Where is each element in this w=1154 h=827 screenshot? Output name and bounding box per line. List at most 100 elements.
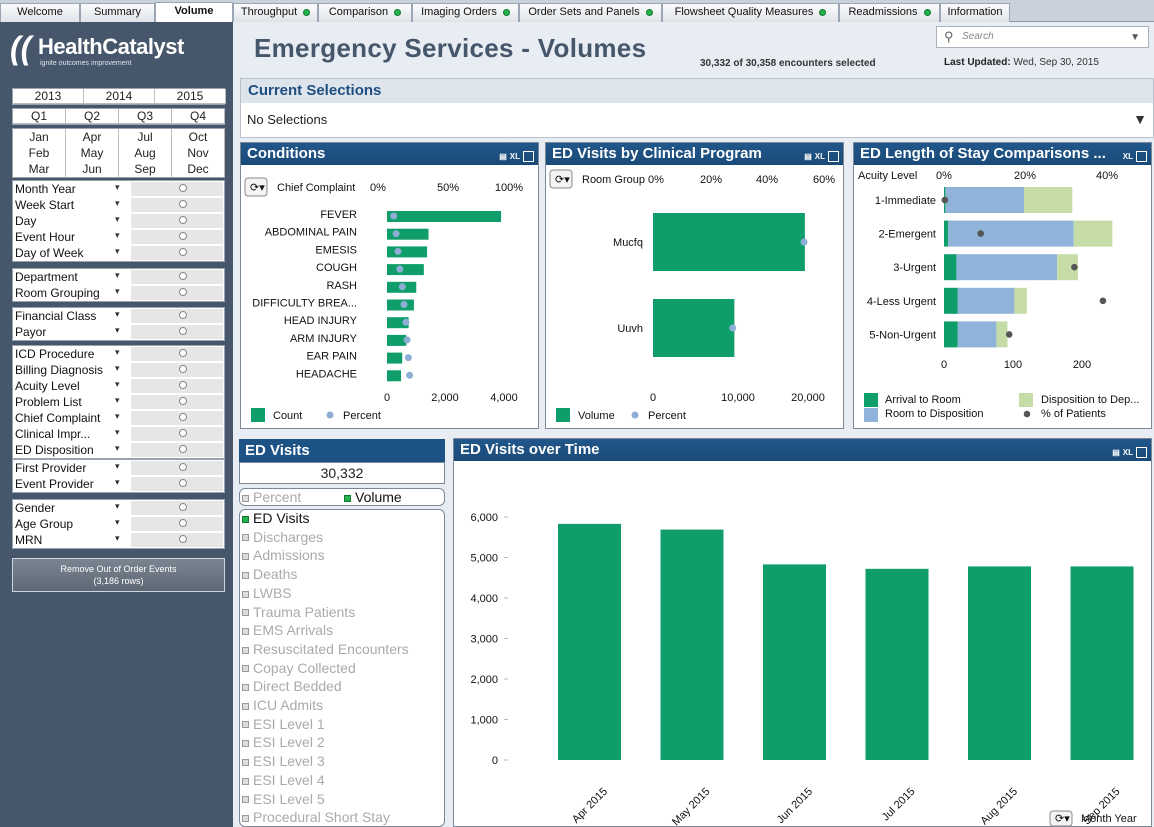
percent-point[interactable]: [394, 247, 402, 255]
quarter-q3[interactable]: Q3: [119, 109, 172, 124]
chevron-down-icon[interactable]: ▾: [115, 246, 120, 256]
visit-bar[interactable]: [763, 564, 826, 760]
tab-welcome[interactable]: Welcome: [0, 3, 80, 22]
count-bar[interactable]: [387, 246, 428, 258]
count-bar[interactable]: [387, 264, 424, 276]
volume-bar[interactable]: [653, 299, 735, 357]
measure-deaths[interactable]: Deaths: [242, 566, 297, 582]
tab-order-sets-and-panels[interactable]: Order Sets and Panels: [519, 3, 662, 22]
room-to-disposition-segment[interactable]: [945, 187, 1025, 213]
chevron-down-icon[interactable]: ▾: [115, 411, 120, 421]
listbox-field[interactable]: [131, 501, 223, 515]
percent-point[interactable]: [392, 230, 400, 238]
radio-icon[interactable]: [179, 479, 187, 487]
month-oct[interactable]: Oct: [172, 129, 225, 145]
radio-icon[interactable]: [179, 272, 187, 280]
chevron-down-icon[interactable]: ▾: [115, 309, 120, 319]
radio-icon[interactable]: [179, 397, 187, 405]
chevron-down-icon[interactable]: ▾: [115, 230, 120, 240]
listbox-icd-procedure[interactable]: ICD Procedure ▾: [13, 346, 224, 362]
percent-point[interactable]: [400, 301, 408, 308]
toggle-percent[interactable]: Percent: [242, 489, 301, 505]
tab-flowsheet-quality-measures[interactable]: Flowsheet Quality Measures: [662, 3, 839, 22]
disposition-to-departure-segment[interactable]: [1057, 254, 1078, 281]
pct-patients-point[interactable]: [977, 230, 984, 237]
listbox-field[interactable]: [131, 214, 223, 228]
listbox-gender[interactable]: Gender ▾: [13, 500, 224, 516]
panel-icons[interactable]: ▤ XL: [496, 146, 534, 168]
measure-esi-level-1[interactable]: ESI Level 1: [242, 716, 325, 732]
measure-resuscitated-encounters[interactable]: Resuscitated Encounters: [242, 641, 409, 657]
chevron-down-icon[interactable]: ▾: [115, 533, 120, 543]
listbox-field[interactable]: [131, 411, 223, 425]
tab-information[interactable]: Information: [940, 3, 1010, 22]
year-2013[interactable]: 2013: [13, 89, 84, 104]
measure-copay-collected[interactable]: Copay Collected: [242, 660, 356, 676]
chevron-down-icon[interactable]: ▾: [115, 363, 120, 373]
measure-procedural-short-stay[interactable]: Procedural Short Stay: [242, 809, 390, 825]
quarter-q4[interactable]: Q4: [172, 109, 225, 124]
radio-icon[interactable]: [179, 413, 187, 421]
listbox-field[interactable]: [131, 230, 223, 244]
percent-point[interactable]: [800, 238, 808, 246]
percent-point[interactable]: [729, 324, 737, 332]
disposition-to-departure-segment[interactable]: [1024, 187, 1073, 213]
count-bar[interactable]: [387, 370, 402, 382]
listbox-problem-list[interactable]: Problem List ▾: [13, 394, 224, 410]
percent-point[interactable]: [406, 371, 414, 379]
measure-esi-level-5[interactable]: ESI Level 5: [242, 791, 325, 807]
filter-icon[interactable]: ▼: [1133, 111, 1147, 127]
quarter-q2[interactable]: Q2: [66, 109, 119, 124]
listbox-ed-disposition[interactable]: ED Disposition ▾: [13, 442, 224, 458]
measure-admissions[interactable]: Admissions: [242, 547, 325, 563]
radio-icon[interactable]: [179, 311, 187, 319]
radio-icon[interactable]: [179, 535, 187, 543]
listbox-field[interactable]: [131, 347, 223, 361]
visit-bar[interactable]: [968, 566, 1031, 760]
tab-readmissions[interactable]: Readmissions: [839, 3, 940, 22]
month-may[interactable]: May: [66, 145, 119, 161]
measure-ems-arrivals[interactable]: EMS Arrivals: [242, 622, 333, 638]
listbox-field[interactable]: [131, 182, 223, 196]
listbox-age-group[interactable]: Age Group ▾: [13, 516, 224, 532]
arrival-segment[interactable]: [944, 321, 958, 348]
chevron-down-icon[interactable]: ▾: [115, 443, 120, 453]
year-2014[interactable]: 2014: [84, 89, 155, 104]
listbox-day-of-week[interactable]: Day of Week ▾: [13, 245, 224, 261]
panel-icons[interactable]: ▤ XL: [801, 146, 839, 168]
listbox-field[interactable]: [131, 461, 223, 475]
percent-point[interactable]: [396, 265, 404, 273]
chevron-down-icon[interactable]: ▼: [1130, 32, 1140, 43]
chart-menu-icon[interactable]: [244, 177, 268, 197]
listbox-event-hour[interactable]: Event Hour ▾: [13, 229, 224, 245]
remove-out-of-order-button[interactable]: Remove Out of Order Events (3,186 rows): [12, 558, 225, 592]
radio-icon[interactable]: [179, 349, 187, 357]
disposition-to-departure-segment[interactable]: [1014, 287, 1027, 314]
listbox-field[interactable]: [131, 443, 223, 457]
chart-menu-icon[interactable]: [549, 169, 573, 189]
percent-point[interactable]: [402, 318, 410, 326]
chevron-down-icon[interactable]: ▾: [115, 182, 120, 192]
disposition-to-departure-segment[interactable]: [996, 321, 1008, 348]
quarter-q1[interactable]: Q1: [13, 109, 66, 124]
radio-icon[interactable]: [179, 288, 187, 296]
visit-bar[interactable]: [660, 529, 724, 760]
radio-icon[interactable]: [179, 429, 187, 437]
listbox-acuity-level[interactable]: Acuity Level ▾: [13, 378, 224, 394]
listbox-field[interactable]: [131, 533, 223, 547]
measure-trauma-patients[interactable]: Trauma Patients: [242, 604, 355, 620]
radio-icon[interactable]: [179, 365, 187, 373]
chevron-down-icon[interactable]: ▾: [115, 198, 120, 208]
measure-lwbs[interactable]: LWBS: [242, 585, 292, 601]
listbox-field[interactable]: [131, 363, 223, 377]
radio-icon[interactable]: [179, 503, 187, 511]
count-bar[interactable]: [387, 299, 414, 311]
visit-bar[interactable]: [1070, 566, 1134, 760]
chart-menu-icon[interactable]: [1049, 810, 1073, 826]
month-nov[interactable]: Nov: [172, 145, 225, 161]
measure-direct-bedded[interactable]: Direct Bedded: [242, 678, 342, 694]
radio-icon[interactable]: [179, 184, 187, 192]
percent-point[interactable]: [398, 283, 406, 291]
radio-icon[interactable]: [179, 232, 187, 240]
visit-bar[interactable]: [865, 568, 929, 760]
